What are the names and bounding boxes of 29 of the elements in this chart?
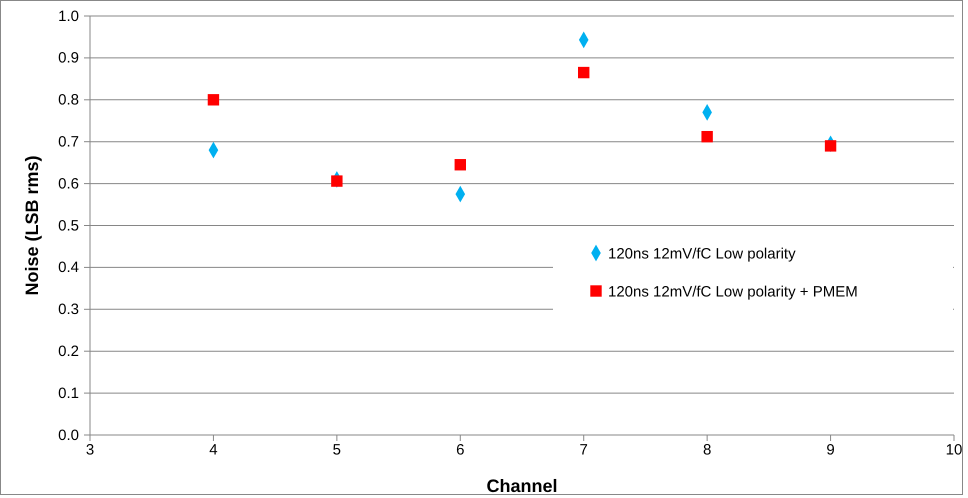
y-tick-label: 0.7 (58, 134, 79, 150)
y-tick-label: 0.5 (58, 217, 79, 234)
legend-label: 120ns 12mV/fC Low polarity (608, 245, 796, 262)
x-tick-label: 7 (580, 442, 588, 459)
point (454, 159, 466, 170)
y-tick-label: 0.3 (58, 301, 79, 318)
y-axis-title: Noise (LSB rms) (22, 155, 42, 296)
legend-label: 120ns 12mV/fC Low polarity + PMEM (608, 283, 858, 300)
point (578, 66, 590, 78)
y-tick-label: 0.0 (58, 426, 79, 444)
point (208, 94, 220, 106)
y-tick-label: 0.4 (58, 259, 79, 276)
y-tick-label: 0.6 (58, 175, 79, 192)
x-tick-label: 5 (332, 442, 342, 459)
x-tick-label: 9 (826, 442, 835, 459)
x-axis-title: Channel (486, 476, 558, 496)
y-tick-label: 0.9 (58, 50, 79, 67)
point (824, 140, 836, 152)
x-tick-label: 6 (456, 442, 464, 459)
x-tick-label: 8 (702, 442, 712, 459)
point (701, 130, 713, 142)
point (331, 175, 343, 187)
x-tick-label: 10 (946, 442, 962, 459)
y-tick-label: 0.8 (58, 92, 79, 109)
x-tick-label: 4 (209, 442, 218, 459)
x-tick-label: 3 (86, 442, 94, 459)
y-tick-label: 0.1 (58, 384, 79, 402)
y-tick-label: 1.0 (58, 8, 79, 25)
y-tick-label: 0.2 (58, 343, 79, 360)
